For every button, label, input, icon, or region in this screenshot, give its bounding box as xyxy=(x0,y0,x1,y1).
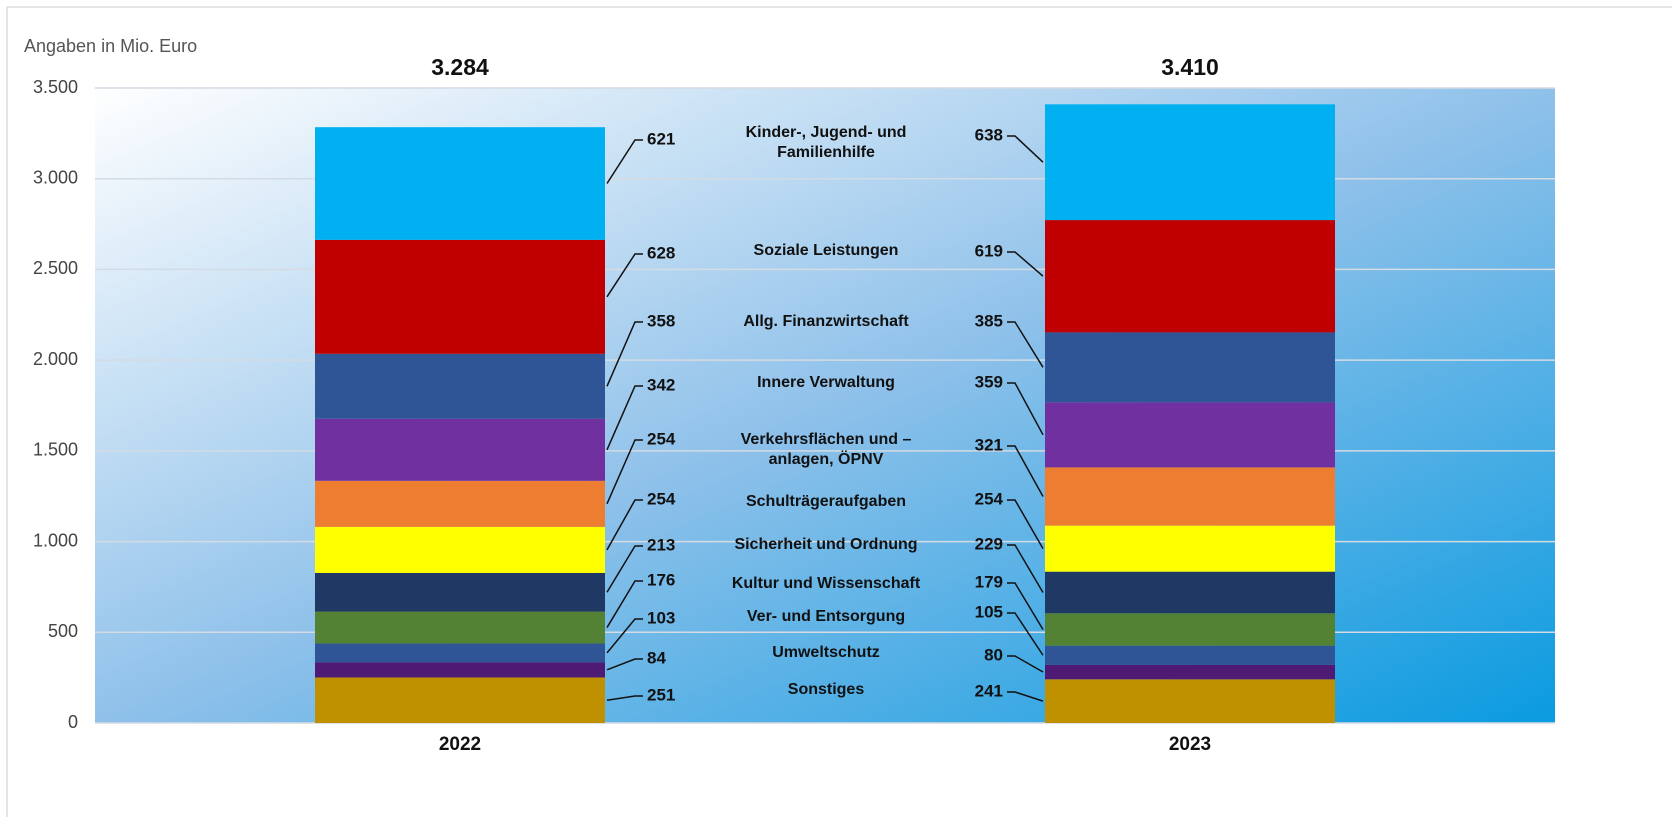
series-label: Innere Verwaltung xyxy=(757,374,895,391)
series-label: Sicherheit und Ordnung xyxy=(734,536,918,553)
series-label: Umweltschutz xyxy=(772,644,880,661)
value-label: 251 xyxy=(647,685,675,704)
x-tick-label: 2023 xyxy=(1169,734,1211,755)
bar-segment xyxy=(315,418,605,481)
value-label: 213 xyxy=(647,535,675,554)
value-label: 254 xyxy=(647,429,676,448)
value-label: 628 xyxy=(647,243,675,262)
value-label: 229 xyxy=(975,534,1003,553)
leader-line xyxy=(606,139,643,184)
bar-segment xyxy=(1045,220,1335,333)
series-label: Soziale Leistungen xyxy=(753,242,899,259)
leader-line xyxy=(606,618,643,654)
bar-segment xyxy=(315,611,605,644)
leader-line xyxy=(606,499,643,551)
leader-line xyxy=(606,253,643,298)
value-label: 321 xyxy=(975,435,1003,454)
leader-line xyxy=(1007,382,1044,436)
leader-line xyxy=(1007,135,1044,163)
series-label: Schulträgeraufgaben xyxy=(745,493,907,510)
axis-title: Angaben in Mio. Euro xyxy=(24,36,197,56)
leader-line xyxy=(606,580,643,628)
bar-segment xyxy=(315,480,605,527)
leader-line xyxy=(606,321,643,387)
value-label: 176 xyxy=(647,570,675,589)
bar-segment xyxy=(1045,679,1335,723)
bar-segment xyxy=(315,677,605,723)
leader-line xyxy=(606,695,643,701)
y-tick-label: 500 xyxy=(48,621,78,641)
series-label: Allg. Finanzwirtschaft xyxy=(743,313,909,330)
series-label: Sonstiges xyxy=(787,681,865,698)
series-label: Kultur und Wissenschaft xyxy=(731,575,921,592)
value-label: 105 xyxy=(975,602,1003,621)
y-tick-label: 0 xyxy=(68,712,78,732)
value-label: 638 xyxy=(975,125,1003,144)
leader-line xyxy=(1007,582,1044,630)
y-tick-label: 2.500 xyxy=(33,258,78,278)
value-label: 254 xyxy=(975,489,1004,508)
bar-segment xyxy=(315,662,605,678)
value-label: 179 xyxy=(975,572,1003,591)
series-label: Ver- und Entsorgung xyxy=(746,608,906,625)
bar-segment xyxy=(315,353,605,419)
value-label: 254 xyxy=(647,489,676,508)
bar-segment xyxy=(1045,402,1335,468)
leader-line xyxy=(1007,655,1044,673)
value-label: 359 xyxy=(975,372,1003,391)
leader-line xyxy=(606,439,643,505)
bar-segment xyxy=(1045,467,1335,526)
leader-line xyxy=(1007,499,1044,550)
series-label: Kinder-, Jugend- und Familienhilfe xyxy=(745,124,907,161)
leader-line xyxy=(1007,445,1044,497)
value-label: 619 xyxy=(975,241,1003,260)
value-label: 241 xyxy=(975,681,1003,700)
total-label: 3.284 xyxy=(431,54,489,80)
value-label: 84 xyxy=(647,648,666,667)
y-tick-label: 2.000 xyxy=(33,349,78,369)
x-tick-label: 2022 xyxy=(439,734,481,755)
leader-line xyxy=(1007,544,1044,593)
leader-line xyxy=(1007,251,1044,277)
value-label: 358 xyxy=(647,311,675,330)
leader-line xyxy=(606,545,643,593)
value-label: 80 xyxy=(984,645,1003,664)
bar-segment xyxy=(1045,571,1335,614)
bar-segment xyxy=(1045,104,1335,221)
bar-segment xyxy=(315,127,605,240)
y-tick-label: 3.000 xyxy=(33,167,78,187)
y-tick-label: 3.500 xyxy=(33,77,78,97)
value-label: 621 xyxy=(647,129,675,148)
value-label: 342 xyxy=(647,375,675,394)
bar-segment xyxy=(1045,613,1335,646)
y-tick-label: 1.500 xyxy=(33,440,78,460)
leader-line xyxy=(1007,321,1044,368)
series-label: Verkehrsflächen und – anlagen, ÖPNV xyxy=(740,431,912,468)
plot-area xyxy=(95,88,1555,723)
value-label: 103 xyxy=(647,608,675,627)
y-tick-label: 1.000 xyxy=(33,530,78,550)
bar-segment xyxy=(1045,332,1335,403)
leader-line xyxy=(1007,691,1044,702)
leader-line xyxy=(606,385,643,451)
value-label: 385 xyxy=(975,311,1003,330)
bar-segment xyxy=(1045,525,1335,572)
bar-segment xyxy=(315,239,605,354)
bar-segment xyxy=(1045,645,1335,665)
bar-segment xyxy=(315,526,605,573)
total-label: 3.410 xyxy=(1161,54,1219,80)
bar-segment xyxy=(315,643,605,663)
bar-segment xyxy=(315,572,605,612)
leader-line xyxy=(1007,612,1044,656)
bar-segment xyxy=(1045,664,1335,680)
leader-line xyxy=(606,658,643,671)
